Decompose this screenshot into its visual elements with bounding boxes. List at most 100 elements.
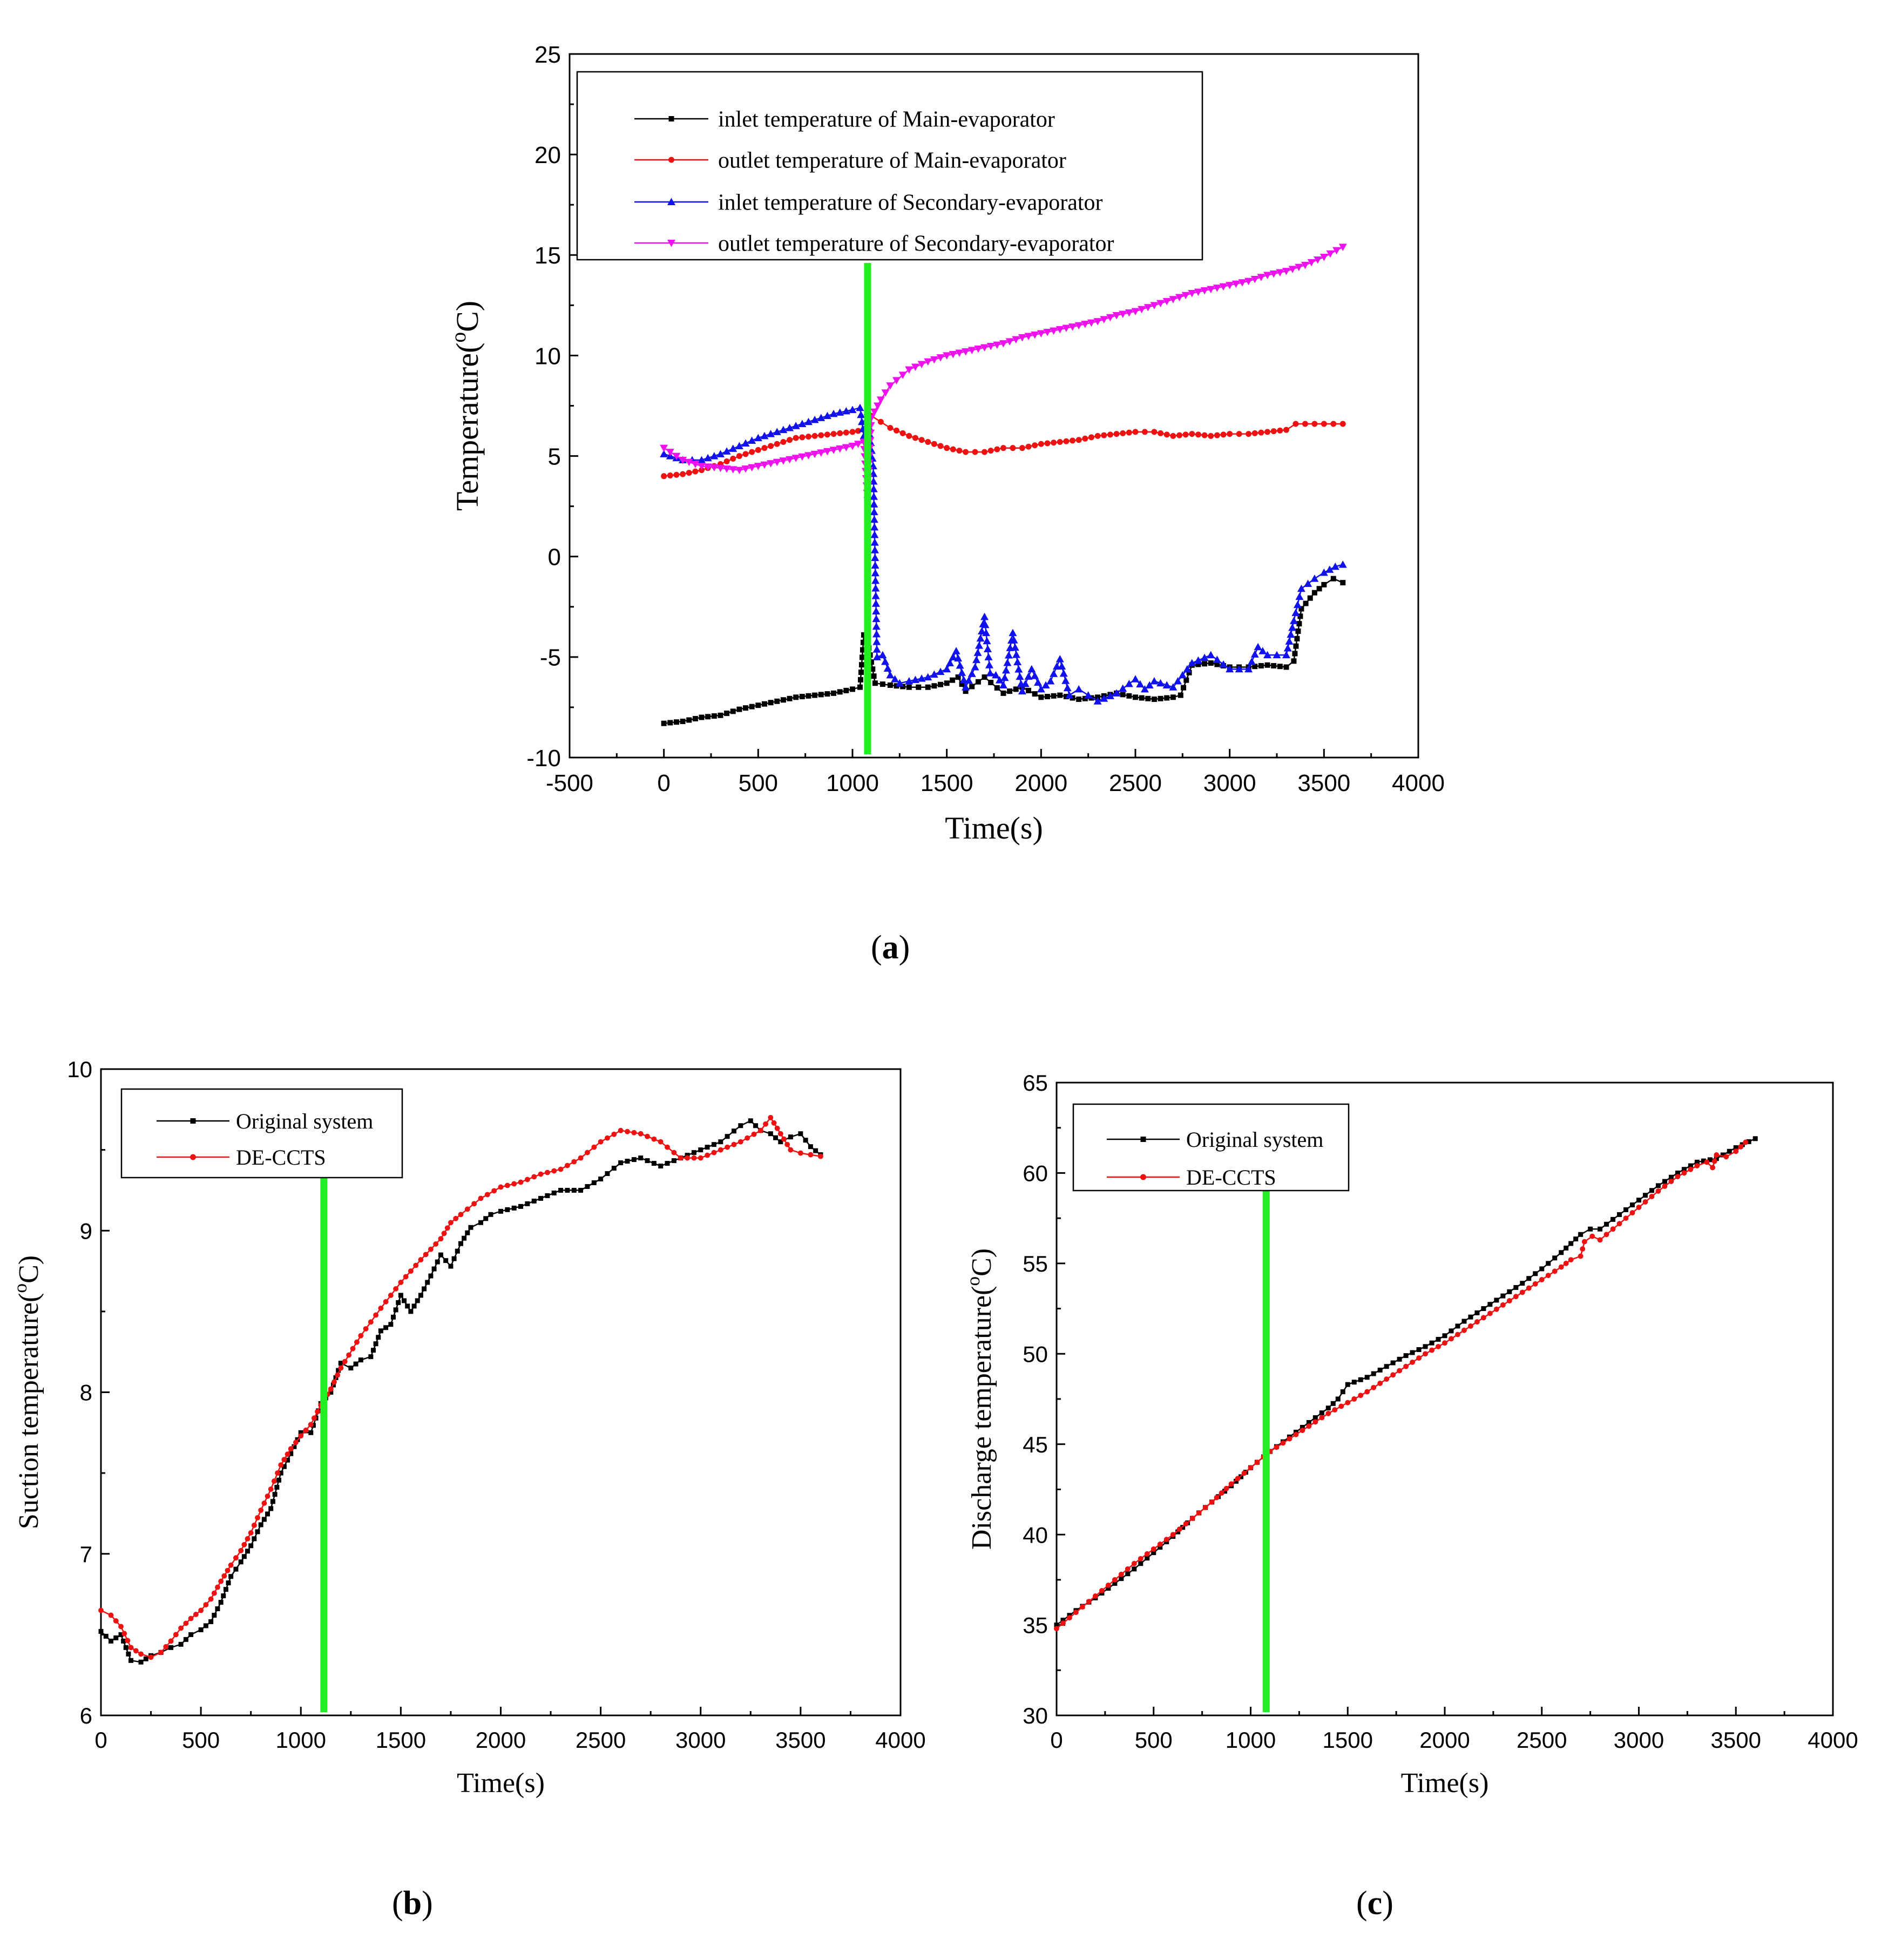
- data-point: [261, 1517, 267, 1522]
- data-point: [777, 1131, 783, 1137]
- data-point: [757, 1127, 763, 1133]
- data-point: [118, 1624, 124, 1630]
- data-point: [698, 456, 706, 464]
- data-point: [741, 465, 750, 473]
- data-point: [943, 352, 951, 360]
- data-point: [211, 1590, 217, 1596]
- data-point: [1539, 1266, 1545, 1272]
- data-point: [1136, 680, 1145, 688]
- data-point: [1271, 663, 1277, 668]
- data-point: [413, 1262, 419, 1268]
- data-point: [1301, 261, 1309, 269]
- data-point: [1295, 592, 1304, 600]
- data-point: [1250, 650, 1259, 658]
- data-point: [1743, 1139, 1749, 1145]
- data-point: [1694, 1163, 1700, 1168]
- data-point: [1001, 666, 1010, 674]
- data-point: [551, 1190, 557, 1195]
- data-point: [564, 1163, 570, 1168]
- data-point: [1274, 1444, 1280, 1450]
- data-point: [754, 463, 762, 470]
- caption-c: (c): [1356, 1885, 1393, 1922]
- data-point: [1345, 1382, 1350, 1387]
- data-point: [1145, 681, 1154, 688]
- x-tick-label: 1000: [276, 1727, 326, 1753]
- legend-swatch-marker: [668, 157, 674, 163]
- legend: Original system DE-CCTS: [1072, 1103, 1350, 1192]
- data-point: [877, 418, 884, 425]
- data-point: [308, 1430, 314, 1435]
- data-point: [1339, 421, 1346, 427]
- data-point: [1226, 665, 1234, 673]
- data-point: [1681, 1170, 1687, 1176]
- data-point: [544, 1170, 550, 1175]
- data-point: [658, 1139, 664, 1145]
- data-point: [370, 1348, 376, 1353]
- data-point: [1032, 442, 1038, 449]
- data-point: [378, 1305, 384, 1311]
- data-point: [1125, 1566, 1131, 1572]
- data-point: [578, 1155, 584, 1161]
- series-1: [661, 413, 1346, 479]
- data-point: [353, 1361, 358, 1367]
- data-point: [1044, 694, 1050, 700]
- data-point: [1060, 1618, 1066, 1623]
- data-point: [1330, 421, 1337, 427]
- data-point: [905, 366, 913, 374]
- data-point: [857, 417, 866, 425]
- data-point: [1675, 1174, 1681, 1180]
- data-point: [916, 684, 922, 690]
- data-point: [285, 1451, 290, 1457]
- data-point: [905, 677, 913, 685]
- data-point: [198, 1607, 204, 1613]
- data-point: [1293, 600, 1302, 609]
- data-point: [98, 1607, 104, 1613]
- data-point: [373, 1312, 379, 1318]
- data-point: [974, 346, 983, 353]
- data-point: [518, 1204, 524, 1209]
- data-point: [143, 1656, 148, 1661]
- data-point: [1207, 286, 1215, 294]
- data-point: [1235, 1476, 1241, 1482]
- data-point: [1214, 432, 1220, 438]
- x-tick-label: 0: [657, 770, 670, 796]
- data-point: [1037, 330, 1045, 337]
- data-point: [368, 1319, 374, 1325]
- data-point: [730, 456, 736, 462]
- x-tick-label: 2500: [1517, 1727, 1567, 1753]
- legend-box: [1072, 1103, 1350, 1192]
- data-point: [952, 647, 960, 654]
- data-point: [1195, 431, 1201, 438]
- data-point: [483, 1216, 489, 1221]
- data-point: [1559, 1250, 1564, 1255]
- data-point: [1296, 621, 1302, 627]
- data-point: [451, 1256, 457, 1261]
- data-point: [1711, 1158, 1717, 1164]
- data-point: [126, 1651, 131, 1657]
- data-point: [121, 1631, 127, 1637]
- data-point: [829, 447, 838, 454]
- data-point: [1021, 679, 1030, 687]
- data-point: [402, 1298, 407, 1303]
- data-point: [338, 1365, 344, 1371]
- data-point: [1282, 651, 1290, 659]
- data-point: [338, 1361, 343, 1366]
- data-point: [331, 1379, 337, 1385]
- data-point: [221, 1593, 226, 1599]
- data-point: [218, 1600, 224, 1605]
- data-point: [1057, 692, 1063, 698]
- data-point: [591, 1144, 597, 1150]
- data-point: [1297, 584, 1305, 592]
- data-point: [1532, 1281, 1538, 1287]
- data-point: [1244, 665, 1253, 673]
- data-point: [471, 1201, 477, 1207]
- data-point: [872, 614, 881, 623]
- data-point: [221, 1573, 227, 1579]
- data-point: [1330, 576, 1336, 582]
- data-point: [1226, 282, 1234, 289]
- data-point: [1289, 617, 1298, 624]
- data-point: [982, 449, 988, 455]
- data-point: [1598, 1226, 1603, 1232]
- data-point: [987, 448, 994, 454]
- data-point: [1044, 440, 1051, 447]
